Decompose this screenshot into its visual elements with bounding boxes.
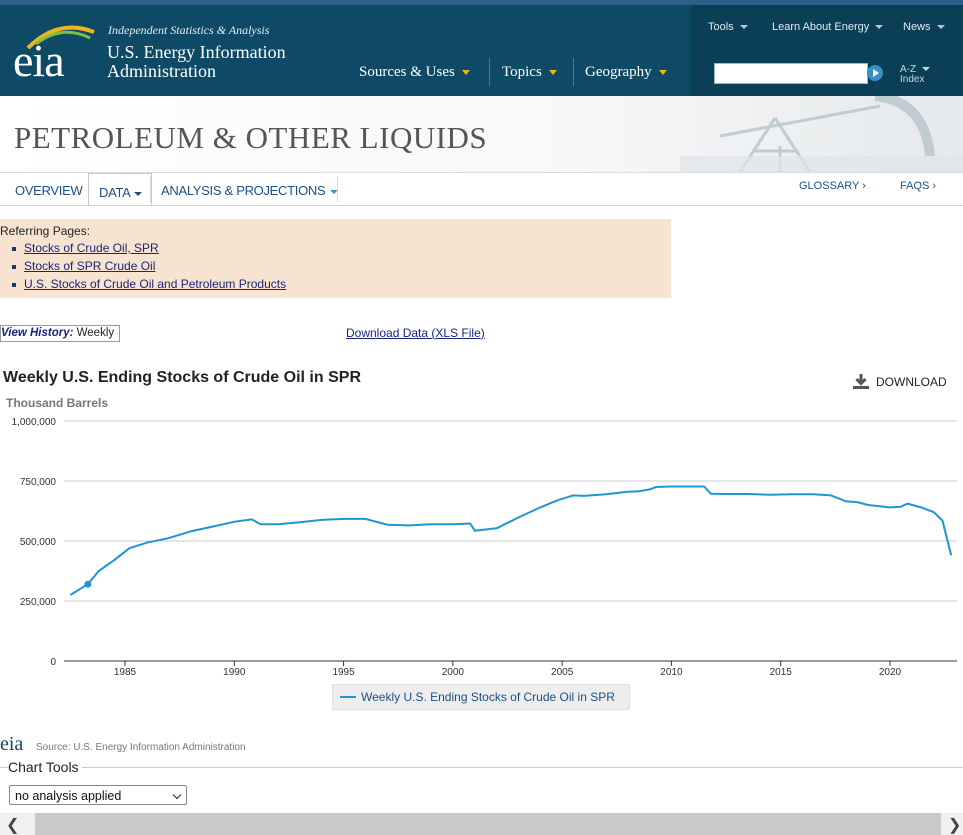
nav-news[interactable]: News (903, 21, 945, 33)
bullet-icon (12, 282, 16, 287)
referring-link-item[interactable]: U.S. Stocks of Crude Oil and Petroleum P… (12, 277, 286, 291)
faqs-link[interactable]: FAQS › (900, 180, 937, 192)
chevron-down-icon (548, 70, 557, 76)
referring-link[interactable]: Stocks of SPR Crude Oil (24, 259, 156, 273)
page-title: PETROLEUM & OTHER LIQUIDS (14, 120, 488, 155)
x-tick-label: 2000 (442, 667, 465, 678)
chart-tools-divider (0, 767, 963, 768)
tab-analysis-projections[interactable]: ANALYSIS & PROJECTIONS (161, 183, 339, 198)
nav-tools[interactable]: Tools (708, 21, 748, 33)
tab-data-active-box (88, 173, 152, 205)
tab-divider (150, 176, 151, 202)
referring-link-item[interactable]: Stocks of SPR Crude Oil (12, 259, 155, 273)
nav-learn-about-energy[interactable]: Learn About Energy (772, 21, 884, 33)
tab-data[interactable]: DATA (99, 185, 142, 200)
search-submit-button[interactable] (867, 65, 883, 81)
chevron-down-icon (330, 189, 339, 194)
az-index-link[interactable]: A-Z Index (900, 64, 931, 85)
download-data-text: Download Data ( (346, 326, 436, 340)
oil-pumpjack-illustration (680, 96, 963, 172)
chart-source: Source: U.S. Energy Information Administ… (36, 742, 246, 753)
y-tick-label: 750,000 (20, 477, 57, 488)
x-tick-label: 2015 (770, 667, 793, 678)
view-history-selector[interactable]: View History: Weekly (0, 325, 120, 342)
chevron-down-icon (922, 67, 931, 72)
chevron-down-icon (658, 70, 667, 76)
y-tick-label: 500,000 (20, 537, 57, 548)
nav-tools-label: Tools (708, 21, 734, 33)
referring-link[interactable]: Stocks of Crude Oil, SPR (24, 241, 159, 255)
nav-divider (489, 58, 490, 86)
nav-topics[interactable]: Topics (502, 64, 557, 81)
agency-name-line1[interactable]: U.S. Energy Information (107, 42, 286, 62)
tab-data-label: DATA (99, 185, 131, 200)
bullet-icon (12, 246, 16, 251)
tab-analysis-label: ANALYSIS & PROJECTIONS (161, 183, 326, 198)
series-line (69, 485, 953, 596)
chevron-down-icon (172, 790, 182, 800)
y-tick-label: 0 (50, 657, 56, 668)
legend-line-icon (340, 696, 356, 698)
referring-link-item[interactable]: Stocks of Crude Oil, SPR (12, 241, 159, 255)
nav-topics-label: Topics (502, 64, 542, 80)
header-top-stripe (0, 0, 963, 5)
referring-link[interactable]: U.S. Stocks of Crude Oil and Petroleum P… (24, 277, 287, 291)
nav-geography[interactable]: Geography (585, 64, 667, 81)
download-data-link[interactable]: Download Data (XLS File) (346, 326, 485, 340)
download-data-close: ) (480, 326, 485, 340)
analysis-select-value: no analysis applied (15, 789, 122, 803)
tab-overview[interactable]: OVERVIEW (15, 183, 83, 198)
chevron-down-icon (461, 70, 470, 76)
data-point (84, 580, 92, 588)
index-label: Index (900, 74, 925, 85)
tab-divider (337, 176, 338, 202)
chart-area: 0 250,000 500,000 750,000 1,000,000 1985 1990 1… (12, 417, 957, 678)
chart-tools-label: Chart Tools (8, 759, 82, 775)
agency-name-line2[interactable]: Administration (107, 61, 216, 81)
scroll-left-arrow-icon[interactable]: ❮ (6, 817, 20, 834)
view-history-value: Weekly (76, 327, 115, 339)
nav-geography-label: Geography (585, 64, 652, 80)
x-tick-label: 2005 (551, 667, 574, 678)
x-tick-label: 1985 (114, 667, 137, 678)
search-input[interactable] (714, 63, 868, 84)
scroll-right-arrow-icon[interactable]: ❯ (948, 817, 962, 834)
chart-title: Weekly U.S. Ending Stocks of Crude Oil i… (3, 369, 361, 386)
nav-sources-uses-label: Sources & Uses (359, 64, 455, 80)
tagline: Independent Statistics & Analysis (108, 23, 270, 37)
eia-small-logo: eia (0, 733, 24, 755)
download-label: DOWNLOAD (876, 375, 947, 389)
y-tick-label: 1,000,000 (12, 417, 57, 428)
referring-pages-box (0, 219, 671, 298)
eia-logo[interactable]: eia (13, 35, 65, 86)
view-history-label: View History: (1, 327, 74, 339)
chevron-down-icon (875, 25, 884, 30)
chart-download-button[interactable]: DOWNLOAD (852, 373, 947, 389)
x-tick-label: 1990 (223, 667, 246, 678)
chevron-down-icon (739, 25, 748, 30)
scrollbar-thumb[interactable] (35, 813, 941, 835)
nav-learn-label: Learn About Energy (772, 21, 870, 33)
x-tick-label: 1995 (332, 667, 355, 678)
chart-units-label: Thousand Barrels (6, 396, 109, 410)
referring-pages-title: Referring Pages: (0, 224, 91, 238)
sub-navigation (0, 172, 963, 206)
chart-legend[interactable]: Weekly U.S. Ending Stocks of Crude Oil i… (332, 684, 630, 710)
chevron-down-icon (133, 191, 142, 196)
nav-news-label: News (903, 21, 931, 33)
y-tick-label: 250,000 (20, 597, 57, 608)
glossary-link[interactable]: GLOSSARY › (799, 180, 866, 192)
x-tick-label: 2010 (660, 667, 683, 678)
nav-divider (573, 58, 574, 86)
legend-series-label: Weekly U.S. Ending Stocks of Crude Oil i… (361, 690, 615, 704)
az-label: A-Z (900, 64, 917, 75)
download-icon (853, 374, 869, 389)
bullet-icon (12, 264, 16, 269)
x-tick-label: 2020 (879, 667, 902, 678)
xls-file-link[interactable]: XLS File (435, 326, 481, 340)
nav-sources-uses[interactable]: Sources & Uses (359, 64, 470, 81)
eia-logo-swoosh (26, 25, 95, 50)
chevron-down-icon (936, 25, 945, 30)
analysis-select[interactable]: no analysis applied (9, 785, 187, 805)
